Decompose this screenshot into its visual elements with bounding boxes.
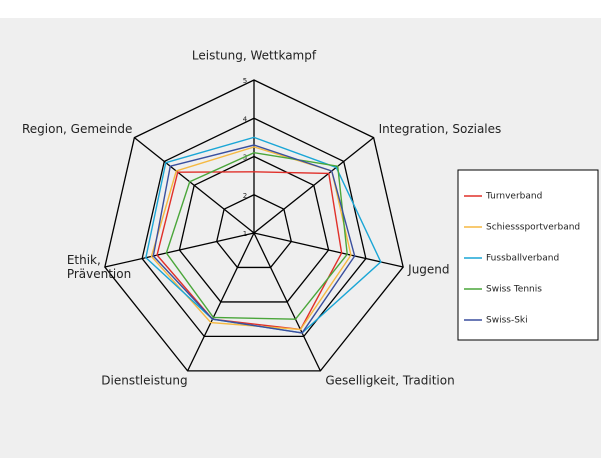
- spoke: [187, 232, 255, 372]
- spoke: [133, 137, 255, 234]
- r-tick-label: 5: [243, 77, 247, 85]
- legend-label: Fussballverband: [486, 254, 559, 264]
- legend-label: Swiss-Ski: [486, 316, 528, 326]
- axis-label: Region, Gemeinde: [22, 122, 132, 136]
- grid-ring: [216, 194, 292, 269]
- r-tick-label: 4: [243, 115, 248, 123]
- axis-label: Dienstleistung: [101, 373, 187, 387]
- legend-label: Schiesssportverband: [486, 223, 580, 233]
- grid-ring: [178, 155, 330, 303]
- spoke: [253, 137, 375, 234]
- axis-label: Geselligkeit, Tradition: [325, 373, 454, 387]
- spoke: [253, 232, 404, 268]
- r-tick-label: 1: [243, 230, 247, 238]
- spoke: [253, 232, 321, 372]
- legend-label: Turnverband: [485, 192, 542, 202]
- series-line: [152, 144, 356, 334]
- spoke: [104, 232, 255, 268]
- legend-label: Swiss Tennis: [486, 285, 542, 295]
- r-tick-label: 2: [243, 192, 247, 200]
- legend: [457, 169, 599, 341]
- axis-label: Leistung, Wettkampf: [192, 49, 317, 63]
- axis-label: Integration, Soziales: [379, 122, 502, 136]
- axis-label: Jugend: [407, 263, 449, 277]
- grid-ring: [104, 79, 404, 372]
- grid-ring: [141, 117, 367, 338]
- series-line: [156, 171, 343, 331]
- series-line: [165, 151, 348, 320]
- axis-label: Ethik, Prävention: [67, 253, 131, 281]
